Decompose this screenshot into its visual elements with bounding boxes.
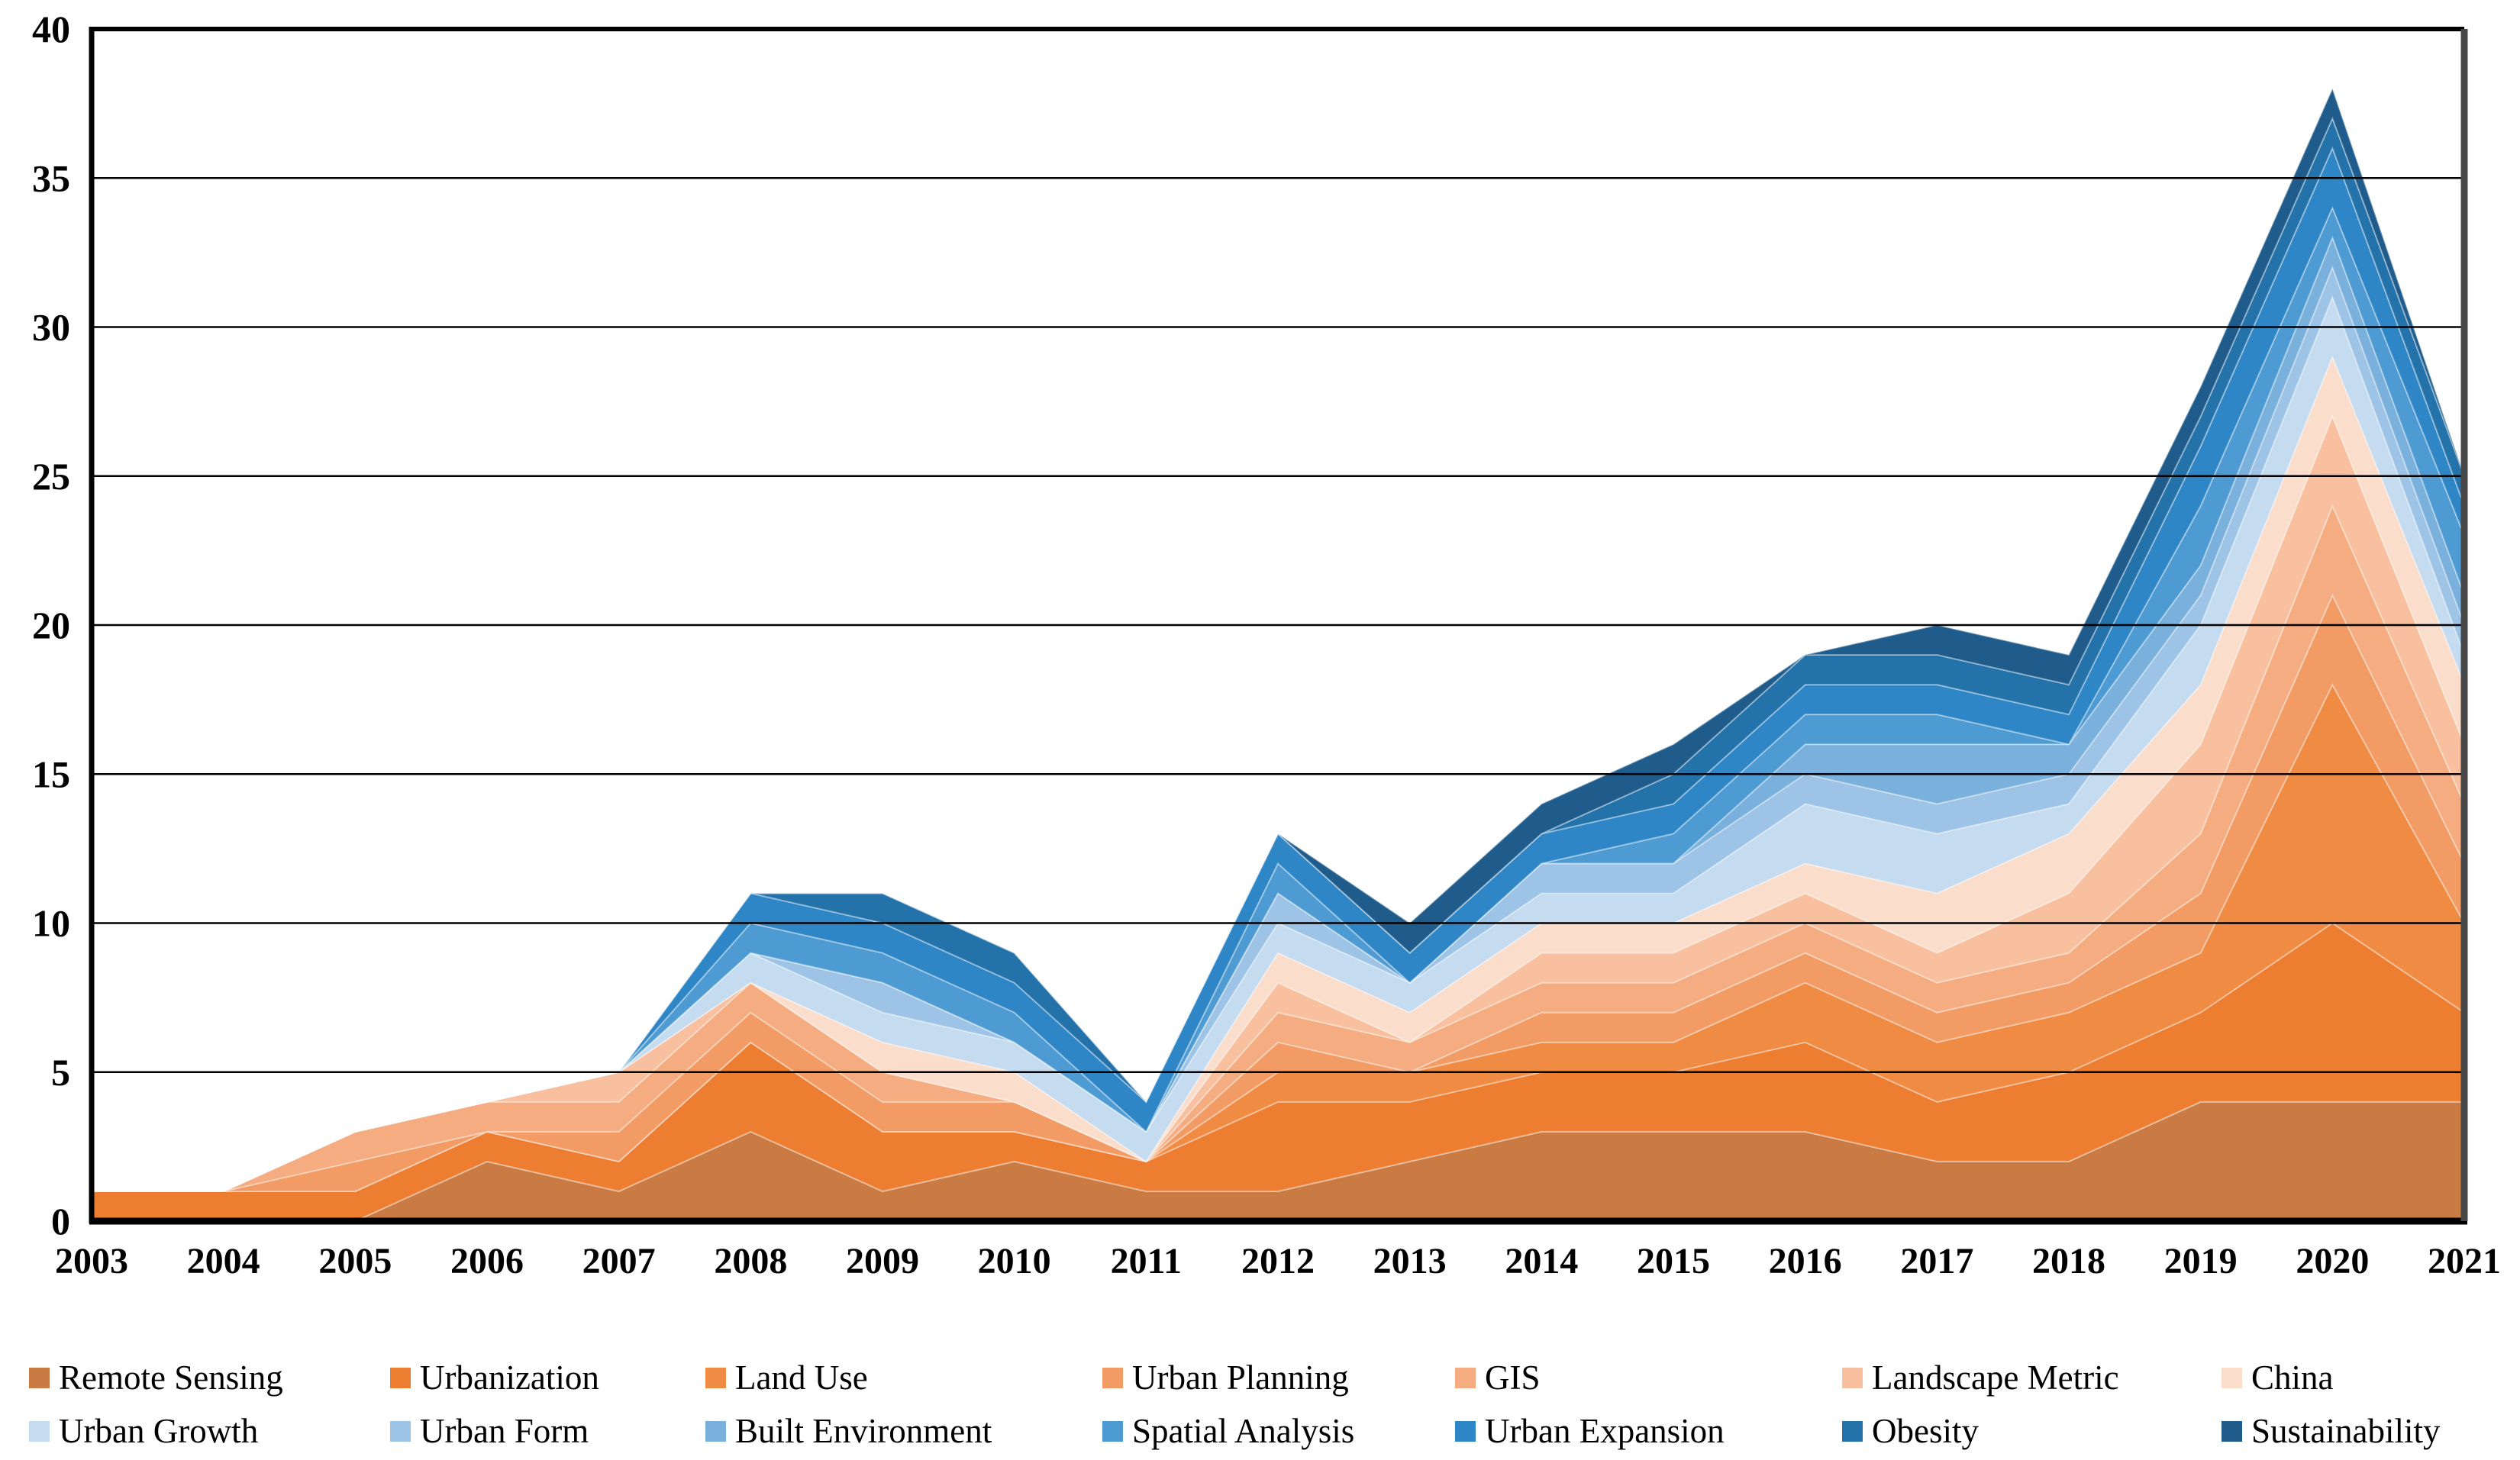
x-tick-label-2013: 2013: [1373, 1241, 1447, 1281]
x-tick-label-2007: 2007: [582, 1241, 656, 1281]
x-tick-label-2008: 2008: [714, 1241, 787, 1281]
x-tick-label-2012: 2012: [1241, 1241, 1315, 1281]
y-tick-label-15: 15: [32, 753, 70, 795]
x-tick-label-2009: 2009: [846, 1241, 919, 1281]
y-tick-label-35: 35: [32, 156, 70, 199]
x-tick-label-2017: 2017: [1900, 1241, 1973, 1281]
x-tick-label-2021: 2021: [2428, 1241, 2501, 1281]
y-tick-label-20: 20: [32, 604, 70, 646]
x-tick-label-2020: 2020: [2296, 1241, 2369, 1281]
y-tick-label-5: 5: [51, 1051, 70, 1094]
x-tick-label-2016: 2016: [1769, 1241, 1842, 1281]
y-tick-label-25: 25: [32, 455, 70, 498]
x-tick-label-2015: 2015: [1637, 1241, 1710, 1281]
x-tick-label-2005: 2005: [318, 1241, 392, 1281]
x-tick-label-2006: 2006: [450, 1241, 524, 1281]
x-tick-label-2010: 2010: [978, 1241, 1051, 1281]
y-tick-label-10: 10: [32, 902, 70, 945]
x-tick-label-2003: 2003: [55, 1241, 128, 1281]
y-tick-label-0: 0: [51, 1200, 70, 1242]
y-tick-label-40: 40: [32, 8, 70, 50]
x-tick-label-2011: 2011: [1111, 1241, 1182, 1281]
x-tick-label-2014: 2014: [1505, 1241, 1578, 1281]
y-tick-label-30: 30: [32, 306, 70, 349]
x-tick-label-2004: 2004: [187, 1241, 260, 1281]
x-tick-label-2019: 2019: [2164, 1241, 2238, 1281]
x-tick-label-2018: 2018: [2032, 1241, 2105, 1281]
